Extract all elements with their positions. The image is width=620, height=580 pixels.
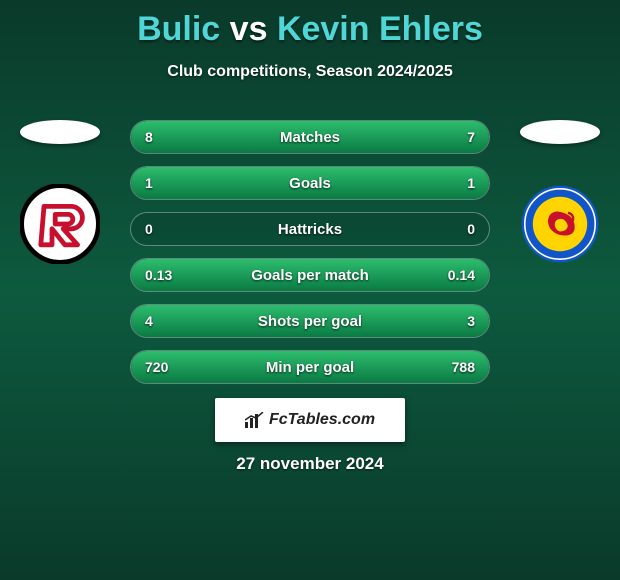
stat-row: 4 3 Shots per goal [130,304,490,338]
stat-label: Goals per match [251,267,369,284]
team1-crest [20,184,100,264]
stat-row: 0 0 Hattricks [130,212,490,246]
brand-text: FcTables.com [269,411,375,429]
stat-value-right: 3 [467,313,475,329]
stat-label: Shots per goal [258,313,362,330]
stat-bar-right [310,167,489,199]
stat-row: 8 7 Matches [130,120,490,154]
stat-value-right: 0 [467,221,475,237]
stat-value-right: 0.14 [448,267,475,283]
player2-name: Kevin Ehlers [277,10,483,48]
stat-value-left: 720 [145,359,168,375]
stat-label: Hattricks [278,221,342,238]
stat-row: 0.13 0.14 Goals per match [130,258,490,292]
stat-label: Min per goal [266,359,354,376]
right-column [520,120,600,264]
stat-value-right: 788 [452,359,475,375]
chart-icon [245,412,265,428]
stat-value-left: 4 [145,313,153,329]
player1-name: Bulic [137,10,220,48]
stat-value-left: 1 [145,175,153,191]
stat-row: 1 1 Goals [130,166,490,200]
stat-value-left: 8 [145,129,153,145]
stat-label: Goals [289,175,331,192]
left-column [20,120,100,264]
page-title: Bulic vs Kevin Ehlers [0,0,620,49]
stat-value-left: 0 [145,221,153,237]
brand-label: FcTables.com [245,411,375,429]
stat-value-right: 1 [467,175,475,191]
stat-label: Matches [280,129,340,146]
date-text: 27 november 2024 [0,454,620,474]
stat-bar-right [321,121,489,153]
vs-text: vs [230,10,268,48]
player2-oval [520,120,600,144]
team2-crest [520,184,600,264]
player1-oval [20,120,100,144]
stat-bar-left [131,167,310,199]
stat-value-right: 7 [467,129,475,145]
brand-box[interactable]: FcTables.com [215,398,405,442]
stats-container: 8 7 Matches 1 1 Goals 0 0 Hattricks 0.13 0.14 Goals… [130,120,490,396]
stat-row: 720 788 Min per goal [130,350,490,384]
subtitle: Club competitions, Season 2024/2025 [0,63,620,81]
stat-value-left: 0.13 [145,267,172,283]
